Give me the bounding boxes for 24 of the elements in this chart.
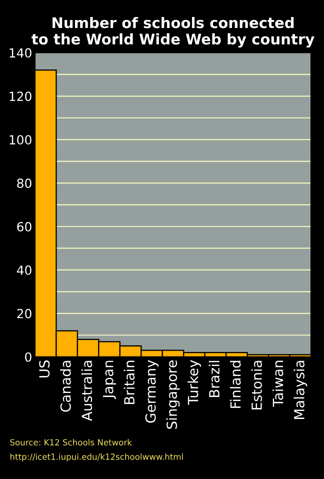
x-tick-label: Britain (124, 360, 135, 404)
x-tick-label: Australia (81, 360, 92, 421)
y-tick-label: 60 (17, 222, 32, 232)
x-tick-label: Brazil (208, 360, 220, 398)
x-tick-label: Finland (230, 360, 241, 408)
y-tick-label: 0 (25, 352, 32, 362)
x-tick-label: Japan (103, 360, 116, 400)
x-tick-label: Estonia (251, 360, 262, 410)
x-tick-label: Singapore (166, 360, 180, 429)
x-tick-label: Taiwan (272, 360, 284, 407)
y-tick-label: 40 (16, 265, 32, 275)
x-tick-label: Canada (60, 360, 71, 412)
x-tick-label: US (39, 360, 50, 378)
y-tick-label: 120 (10, 92, 32, 102)
y-tick-label: 80 (17, 178, 32, 188)
y-tick-label: 20 (17, 308, 32, 318)
y-tick-label: 140 (10, 48, 32, 58)
text: http://icet1.iupui.edu/k12schoolwww.html (10, 453, 183, 462)
source-note: Source: K12 Schools Network (10, 439, 132, 446)
x-tick-label: Turkey (188, 360, 201, 405)
y-tick-label: 100 (10, 135, 32, 145)
x-tick-label: Germany (145, 360, 158, 423)
x-tick-label: Malaysia (294, 360, 308, 419)
chart-title: Number of schools connected to the World Wide Web by country (32, 16, 314, 48)
